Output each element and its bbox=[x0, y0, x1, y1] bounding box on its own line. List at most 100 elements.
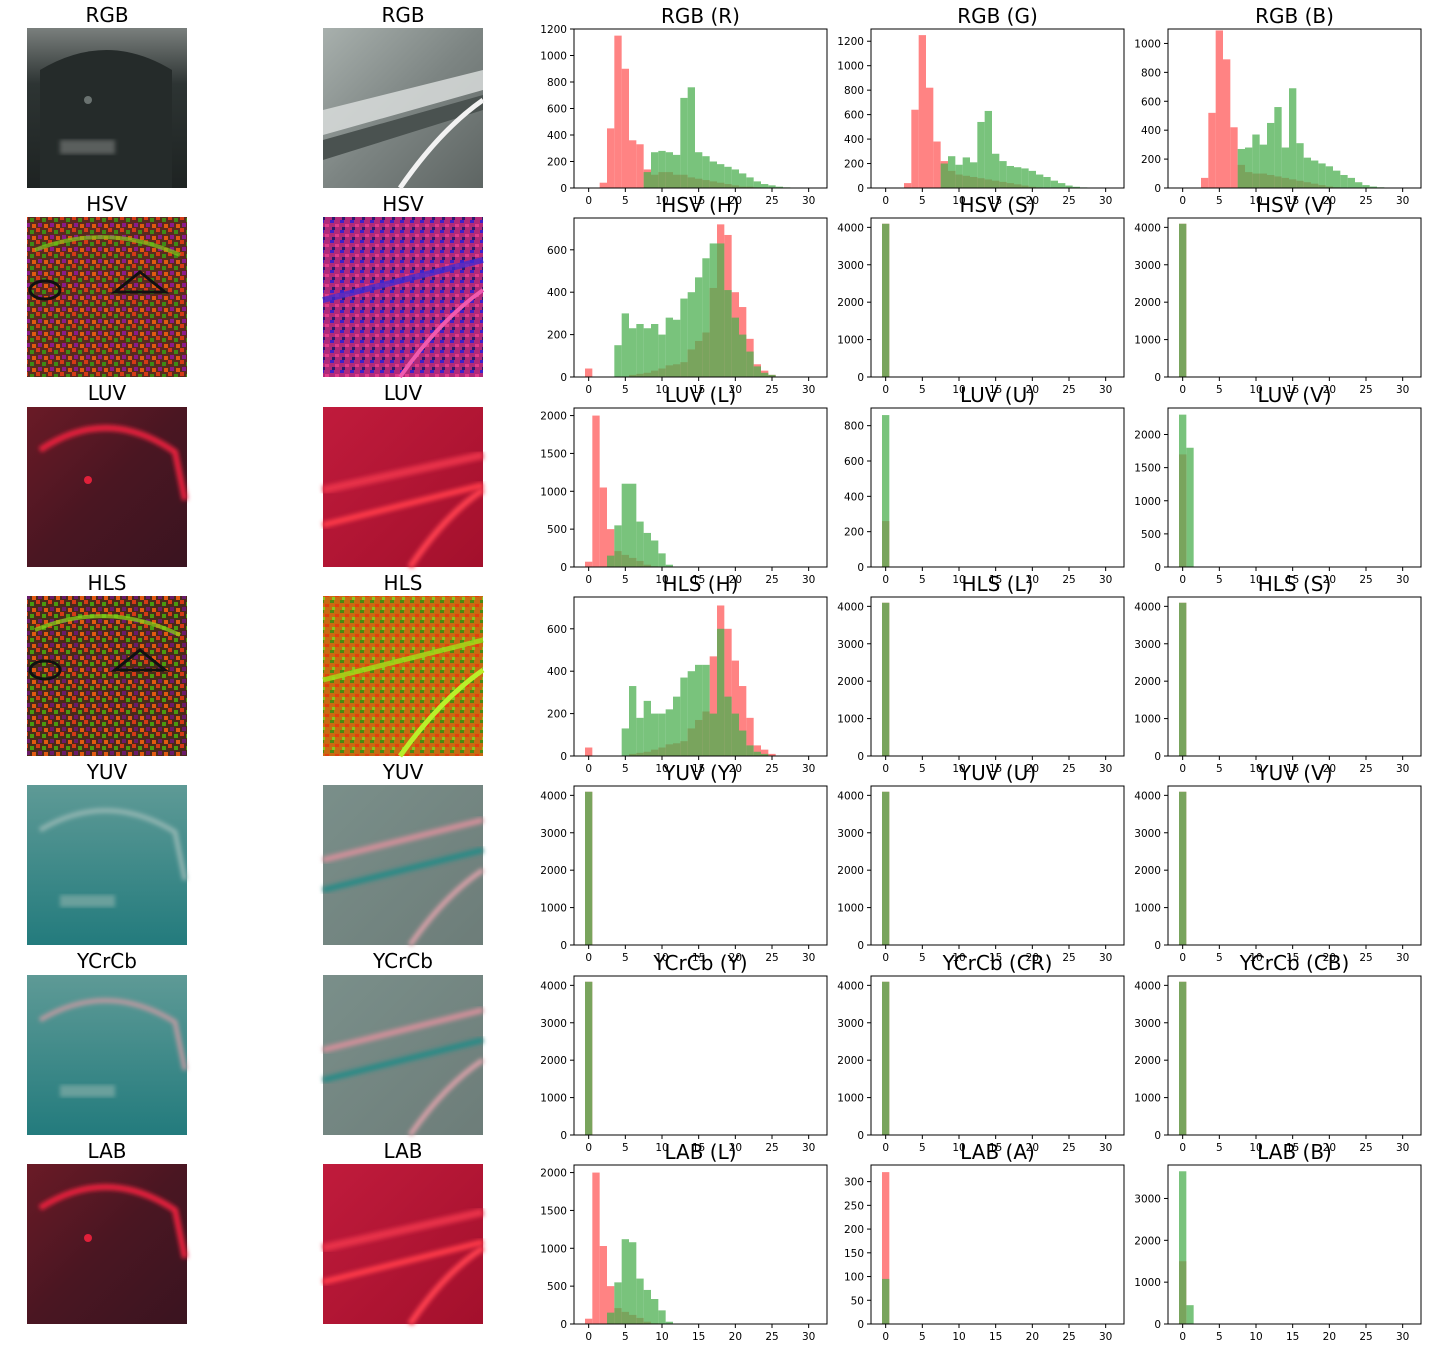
histogram-panel: 0 5 10 15 20 25 30 0 500 1000 1500 2000 LUV (V) bbox=[1134, 383, 1422, 586]
bar-car bbox=[1208, 112, 1216, 188]
x-tick-label: 0 bbox=[585, 574, 592, 586]
x-tick-label: 30 bbox=[1396, 195, 1409, 207]
bar-car bbox=[585, 1318, 593, 1324]
x-tick-label: 30 bbox=[1099, 574, 1112, 586]
bar-noncar bbox=[1369, 186, 1377, 188]
x-tick-label: 5 bbox=[919, 574, 926, 586]
histogram-title: YUV (Y) bbox=[662, 761, 738, 785]
bar-car bbox=[926, 87, 934, 188]
histogram-title: RGB (B) bbox=[1255, 4, 1334, 28]
bar-car bbox=[585, 561, 593, 567]
bar-noncar bbox=[739, 173, 747, 188]
x-tick-label: 10 bbox=[1249, 384, 1262, 396]
bar-noncar bbox=[753, 181, 761, 189]
histogram-panel: 0 5 10 15 20 25 30 0 1000 2000 3000 4000 HSV (V) bbox=[1134, 193, 1422, 396]
bar-car bbox=[768, 753, 776, 756]
x-tick-label: 20 bbox=[1026, 1331, 1039, 1343]
x-tick-label: 30 bbox=[802, 195, 815, 207]
y-tick-label: 1000 bbox=[540, 1243, 567, 1255]
bar-noncar bbox=[1179, 1171, 1187, 1324]
x-tick-label: 5 bbox=[622, 384, 629, 396]
bar-noncar bbox=[882, 791, 890, 945]
bar-car bbox=[599, 487, 607, 567]
y-tick-label: 1000 bbox=[1134, 903, 1161, 915]
y-tick-label: 0 bbox=[1154, 1130, 1161, 1142]
bar-noncar bbox=[629, 1242, 637, 1324]
x-tick-label: 0 bbox=[882, 763, 889, 775]
bar-car bbox=[607, 1286, 615, 1324]
bar-car bbox=[918, 35, 926, 189]
x-tick-label: 25 bbox=[1359, 1142, 1372, 1154]
y-tick-label: 250 bbox=[844, 1200, 864, 1212]
bar-car bbox=[746, 717, 754, 756]
x-tick-label: 30 bbox=[802, 384, 815, 396]
y-tick-label: 3000 bbox=[837, 260, 864, 272]
x-tick-label: 30 bbox=[1396, 1331, 1409, 1343]
y-tick-label: 0 bbox=[560, 1130, 567, 1142]
x-tick-label: 5 bbox=[1216, 1142, 1223, 1154]
y-tick-label: 50 bbox=[851, 1295, 864, 1307]
y-tick-label: 1200 bbox=[837, 36, 864, 48]
bar-car bbox=[607, 128, 615, 189]
y-tick-label: 0 bbox=[1154, 183, 1161, 195]
bar-noncar bbox=[999, 161, 1007, 188]
x-tick-label: 30 bbox=[1099, 1331, 1112, 1343]
bar-noncar bbox=[962, 157, 970, 188]
car-photo-ycrcb bbox=[27, 975, 188, 1135]
x-tick-label: 15 bbox=[692, 1142, 705, 1154]
y-tick-label: 1000 bbox=[837, 61, 864, 73]
bar-noncar bbox=[1043, 176, 1051, 188]
x-tick-label: 30 bbox=[1099, 1142, 1112, 1154]
x-tick-label: 5 bbox=[919, 1331, 926, 1343]
histogram-title: LAB (A) bbox=[960, 1140, 1035, 1164]
histogram-title: RGB (G) bbox=[957, 4, 1038, 28]
bar-noncar bbox=[651, 713, 659, 756]
bar-noncar bbox=[614, 345, 622, 377]
image-title: RGB bbox=[85, 3, 128, 27]
x-tick-label: 30 bbox=[1396, 574, 1409, 586]
x-tick-label: 0 bbox=[1179, 1331, 1186, 1343]
bar-noncar bbox=[709, 243, 717, 377]
y-tick-label: 2000 bbox=[837, 865, 864, 877]
x-tick-label: 5 bbox=[622, 1331, 629, 1343]
axes-frame bbox=[870, 596, 1125, 757]
bar-noncar bbox=[882, 223, 890, 377]
x-tick-label: 25 bbox=[1062, 1331, 1075, 1343]
y-tick-label: 4000 bbox=[837, 980, 864, 992]
bar-noncar bbox=[665, 1321, 673, 1324]
x-tick-label: 15 bbox=[692, 1331, 705, 1343]
x-tick-label: 10 bbox=[952, 1142, 965, 1154]
x-tick-label: 30 bbox=[802, 574, 815, 586]
bar-noncar bbox=[1186, 447, 1194, 567]
bar-noncar bbox=[1014, 167, 1022, 188]
bar-noncar bbox=[882, 602, 890, 756]
car-photo-rgb bbox=[27, 28, 187, 188]
bar-noncar bbox=[673, 696, 681, 756]
x-tick-label: 25 bbox=[1359, 763, 1372, 775]
bar-noncar bbox=[768, 185, 776, 188]
x-tick-label: 30 bbox=[802, 763, 815, 775]
car-photo-yuv bbox=[27, 785, 188, 945]
road-photo-luv bbox=[322, 407, 485, 569]
bar-noncar bbox=[614, 1282, 622, 1324]
x-tick-label: 10 bbox=[952, 574, 965, 586]
y-tick-label: 2000 bbox=[540, 865, 567, 877]
bar-noncar bbox=[1303, 157, 1311, 188]
bar-noncar bbox=[775, 186, 783, 188]
bar-car bbox=[621, 68, 629, 188]
x-tick-label: 15 bbox=[1286, 195, 1299, 207]
x-tick-label: 5 bbox=[1216, 195, 1223, 207]
histogram-title: LAB (L) bbox=[664, 1140, 736, 1164]
x-tick-label: 15 bbox=[1286, 1142, 1299, 1154]
axes-frame bbox=[870, 217, 1125, 378]
histogram-title: HLS (H) bbox=[663, 572, 739, 596]
bar-noncar bbox=[636, 717, 644, 756]
y-tick-label: 2000 bbox=[837, 676, 864, 688]
bar-noncar bbox=[761, 753, 769, 756]
axes-frame bbox=[870, 975, 1125, 1136]
image-title: LAB bbox=[87, 1139, 126, 1163]
x-tick-label: 10 bbox=[952, 1331, 965, 1343]
bar-noncar bbox=[739, 730, 747, 756]
y-tick-label: 3000 bbox=[837, 828, 864, 840]
